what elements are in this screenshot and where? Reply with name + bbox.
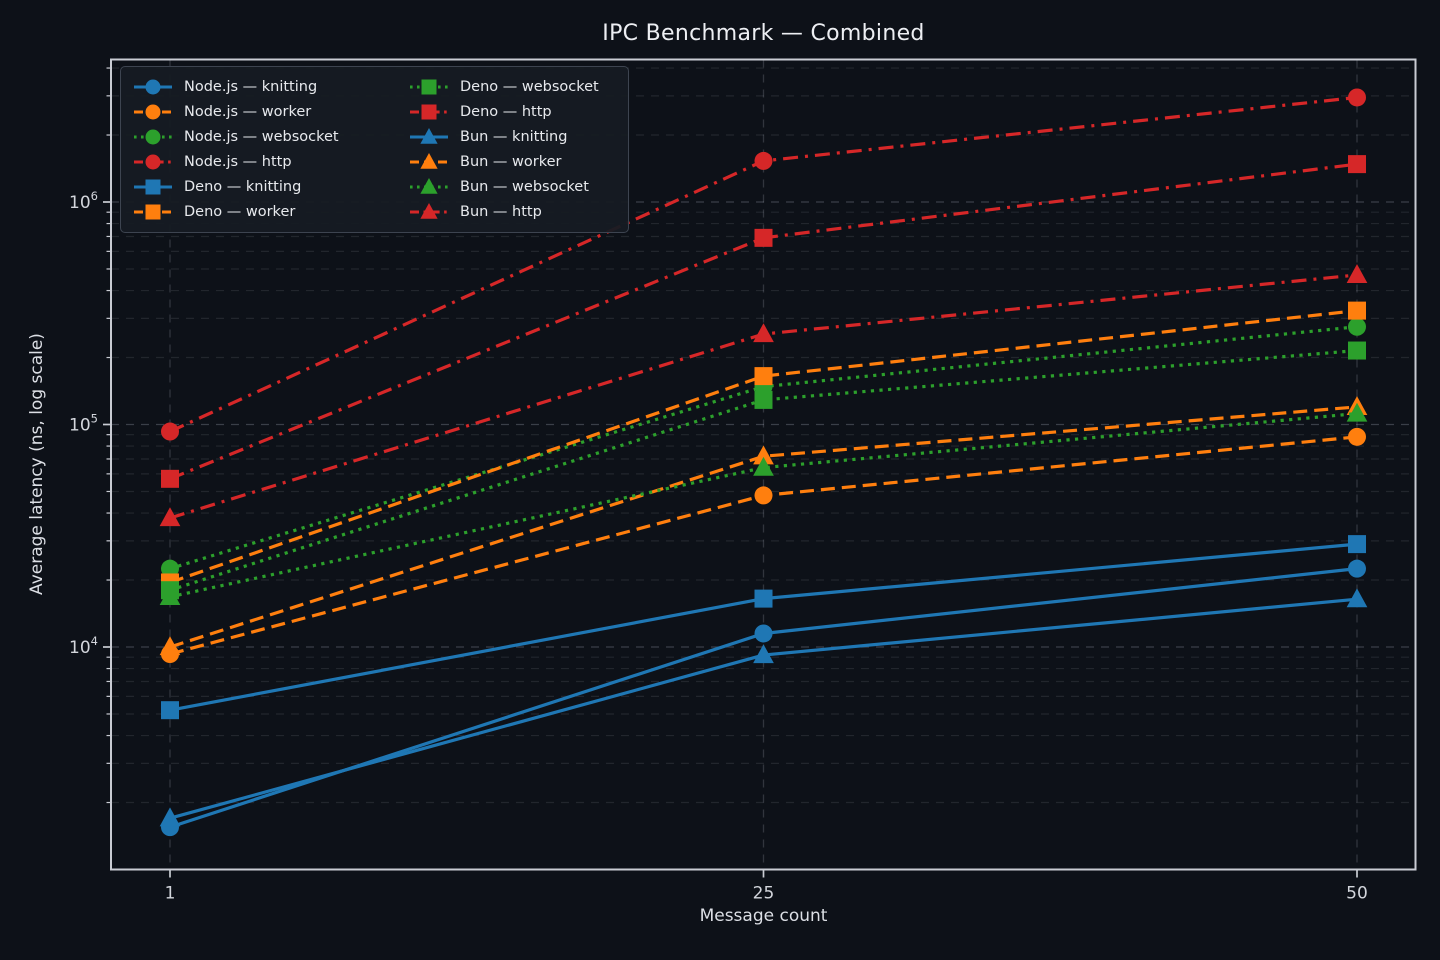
point-marker [1346,402,1368,422]
point-marker [420,127,438,144]
point-marker [754,486,773,505]
legend-sample-triangle [410,178,448,194]
point-marker [159,507,181,527]
legend-item-bun-http: Bun — http [408,201,616,223]
legend-label: Deno — websocket [460,78,599,95]
point-marker [161,701,179,720]
legend-item-deno-knitting: Deno — knitting [132,176,408,198]
point-marker [1348,427,1366,446]
legend: Node.js — knitting Node.js — worker Node.j… [120,66,629,233]
series-deno-knitting [161,535,1366,720]
legend-label: Deno — http [460,103,552,120]
point-marker [159,807,181,827]
point-marker [754,589,773,608]
legend-item-node-js-http: Node.js — http [132,151,408,173]
legend-label: Node.js — knitting [184,78,318,95]
legend-label: Deno — knitting [184,179,302,196]
point-marker [1346,264,1368,284]
legend-label: Bun — worker [460,154,562,171]
legend-sample-square [134,179,172,195]
point-marker [1348,317,1366,336]
point-marker [753,456,774,476]
point-marker [753,445,774,465]
legend-sample-square [410,104,448,120]
legend-sample-circle [134,79,172,95]
legend-label: Bun — http [460,204,542,221]
x-axis-label: Message count [699,906,828,926]
legend-item-bun-websocket: Bun — websocket [408,176,616,198]
legend-item-deno-http: Deno — http [408,101,616,123]
point-marker [1348,301,1366,320]
y-tick-label: 104 [69,634,98,658]
legend-sample-triangle [410,153,448,169]
ticks: 104 105 106 1 25 50 [69,67,1368,904]
point-marker [754,228,773,247]
series-bun-http [159,264,1368,527]
point-marker [754,390,773,409]
legend-item-deno-worker: Deno — worker [132,201,408,223]
chart-title: IPC Benchmark — Combined [602,21,925,46]
legend-sample-circle [134,129,172,145]
point-marker [145,129,161,145]
x-tick-label: 50 [1346,884,1368,904]
point-marker [754,624,773,643]
series-line [169,348,1358,592]
series-bun-websocket [159,402,1368,605]
point-marker [420,178,438,194]
legend-label: Deno — worker [184,204,296,221]
legend-label: Node.js — http [184,154,292,171]
point-marker [754,367,773,386]
point-marker [421,79,437,95]
point-marker [161,422,179,441]
series-bun-knitting [159,588,1368,827]
point-marker [145,204,161,220]
legend-sample-square [410,79,448,95]
series-deno-http [161,155,1366,488]
point-marker [1346,588,1368,608]
point-marker [159,586,181,605]
legend-item-node-js-worker: Node.js — worker [132,101,408,123]
series-line [169,405,1358,649]
point-marker [420,153,438,169]
legend-label: Node.js — worker [184,103,312,120]
legend-sample-circle [134,154,172,170]
point-marker [753,323,774,343]
legend-label: Bun — knitting [460,128,568,145]
x-tick-label: 25 [753,884,775,904]
y-axis-label: Average latency (ns, log scale) [27,333,47,595]
point-marker [161,559,179,578]
legend-label: Bun — websocket [460,179,589,196]
series-node-js-http [161,88,1366,441]
point-marker [145,179,161,195]
point-marker [1348,535,1366,554]
point-marker [753,644,774,664]
legend-item-node-js-websocket: Node.js — websocket [132,126,408,148]
legend-item-bun-knitting: Bun — knitting [408,126,616,148]
point-marker [145,79,161,95]
point-marker [421,104,437,120]
legend-item-node-js-knitting: Node.js — knitting [132,76,408,98]
y-tick-label: 106 [69,189,98,213]
point-marker [1348,155,1366,174]
point-marker [1348,559,1366,578]
point-marker [754,151,773,170]
legend-sample-circle [134,104,172,120]
legend-item-deno-websocket: Deno — websocket [408,76,616,98]
y-tick-label: 105 [69,412,98,436]
point-marker [420,203,438,220]
point-marker [1348,341,1366,360]
point-marker [161,469,179,488]
point-marker [1348,88,1366,107]
point-marker [145,104,161,120]
legend-label: Node.js — websocket [184,128,339,145]
point-marker [145,154,161,170]
point-marker [159,636,181,656]
legend-item-bun-worker: Bun — worker [408,151,616,173]
legend-sample-triangle [410,203,448,220]
x-tick-label: 1 [165,884,176,904]
legend-sample-triangle [410,127,448,144]
legend-sample-square [134,204,172,220]
